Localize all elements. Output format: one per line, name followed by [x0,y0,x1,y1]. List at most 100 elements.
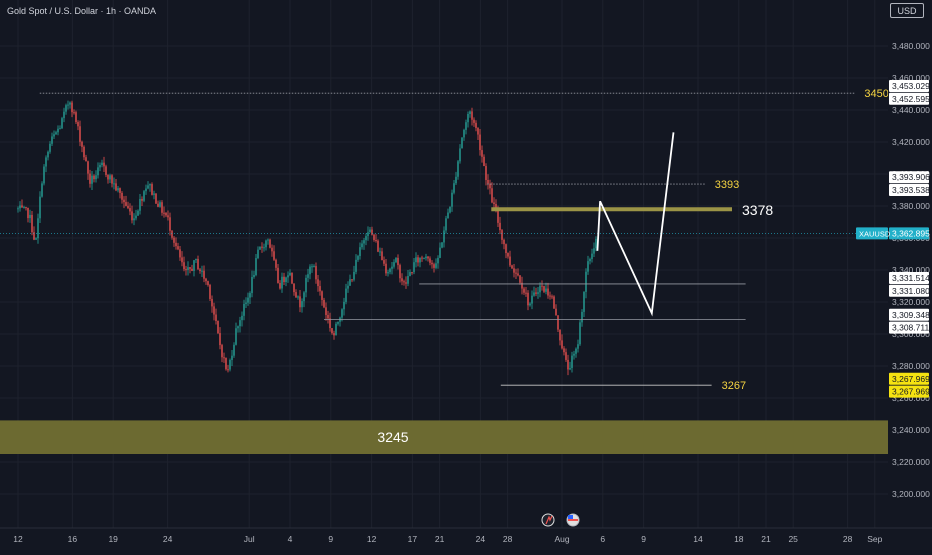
candle-body [397,257,399,266]
candle-body [269,239,271,248]
candle-body [581,311,583,323]
candle-body [541,285,543,287]
candle-body [317,279,319,287]
candle-body [361,243,363,248]
candle-body [263,247,265,249]
candle-body [507,253,509,257]
candle-body [203,270,205,279]
candle-body [473,119,475,123]
candle-body [545,288,547,292]
candle-body [385,263,387,274]
candle-body [369,229,371,233]
y-tick-label: 3,220.000 [892,457,930,467]
candle-body [53,134,55,137]
candle-body [231,355,233,360]
candle-body [215,314,217,321]
candle-body [49,143,51,152]
candle-body [25,207,27,209]
candle-body [489,183,491,189]
candle-body [391,266,393,269]
candle-body [233,344,235,356]
candle-body [155,193,157,204]
x-tick-label: 24 [163,534,173,544]
candle-body [459,148,461,162]
candle-body [21,205,23,208]
candle-body [335,323,337,336]
price-label-box [889,308,929,321]
price-label: 3,308.711 [892,323,929,333]
candle-body [201,270,203,272]
candle-body [177,246,179,250]
candle-body [569,368,571,370]
candle-body [447,212,449,219]
candle-body [493,202,495,204]
candle-body [283,276,285,283]
candle-body [123,199,125,203]
candle-body [337,321,339,324]
candle-body [163,212,165,214]
candle-body [559,329,561,341]
candle-body [515,272,517,274]
candle-body [151,184,153,195]
candle-body [137,210,139,216]
price-label: 3,267.969 [892,374,930,384]
candle-body [37,218,39,239]
candle-body [501,230,503,240]
y-tick-label: 3,380.000 [892,201,930,211]
candle-body [295,292,297,298]
symbol-tag-box [856,227,888,240]
candle-body [29,214,31,219]
y-tick-label: 3,240.000 [892,425,930,435]
candle-body [517,273,519,276]
price-label-box [889,184,929,196]
candle-body [243,303,245,316]
price-label: 3,267.969 [892,387,930,397]
candle-body [469,111,471,115]
candle-body [395,257,397,263]
price-label-box [889,321,929,334]
candle-body [547,288,549,296]
candle-body [347,285,349,289]
x-tick-label: 19 [108,534,118,544]
candle-body [379,251,381,253]
candle-body [229,359,231,370]
candle-body [101,162,103,166]
candle-body [577,344,579,349]
candle-body [251,276,253,294]
candle-body [575,348,577,354]
candle-body [75,112,77,123]
time-scale: 12 16 19 24 Jul 4 9 12 17 21 24 28 Aug 6 9 14 18 21 25 28 Se… [0,527,932,544]
candle-body [257,249,259,259]
x-tick-label: 9 [328,534,333,544]
candle-body [247,297,249,303]
candle-body [411,272,413,274]
level-label: 3450 [864,88,888,100]
price-label: 3,309.348 [892,310,930,320]
y-tick-label: 3,200.000 [892,489,930,499]
candle-body [531,295,533,304]
currency-button[interactable]: USD [890,3,924,18]
candle-body [105,166,107,175]
candle-body [279,282,281,289]
candle-body [261,246,263,248]
candle-body [329,318,331,329]
price-label: 3,331.514 [892,273,930,283]
candle-body [421,257,423,259]
candle-body [307,274,309,278]
candle-body [271,247,273,252]
candle-body [143,191,145,201]
candle-body [87,161,89,174]
candle-body [255,258,257,275]
candle-body [285,277,287,283]
y-tick-label: 3,260.000 [892,393,930,403]
level-label: 3378 [742,202,773,218]
candle-body [467,114,469,123]
y-tick-label: 3,440.000 [892,105,930,115]
candle-body [23,207,25,209]
candle-body [303,292,305,302]
candle-body [343,301,345,310]
x-tick-label: Sep [867,534,882,544]
candle-body [241,315,243,321]
